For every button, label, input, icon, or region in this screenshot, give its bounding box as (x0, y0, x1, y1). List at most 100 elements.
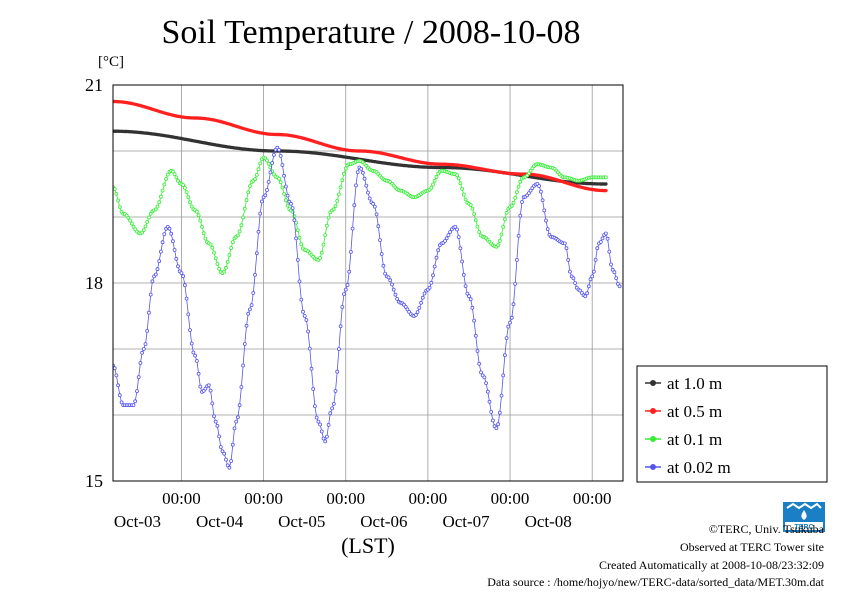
data-point (141, 228, 146, 233)
data-point (323, 439, 328, 444)
data-point (224, 265, 228, 270)
data-point (133, 399, 138, 404)
data-point (131, 403, 136, 408)
data-point (321, 242, 326, 247)
data-point (455, 173, 459, 178)
data-point (604, 231, 608, 236)
data-point (501, 224, 506, 229)
data-point (153, 272, 158, 277)
data-point (485, 389, 490, 394)
data-point (176, 264, 180, 269)
data-point (222, 269, 227, 274)
data-point (196, 371, 201, 376)
data-point (129, 221, 134, 226)
data-point (585, 291, 589, 296)
data-point (463, 197, 468, 202)
data-point (343, 287, 348, 292)
data-point (326, 215, 331, 220)
data-point (160, 240, 165, 245)
data-point (150, 279, 155, 284)
data-point (360, 170, 365, 175)
data-point (328, 411, 333, 416)
data-point (496, 422, 501, 427)
data-point (265, 188, 269, 192)
data-point (162, 182, 167, 187)
data-point (540, 198, 545, 203)
x-tick-time: 00:00 (162, 489, 201, 508)
data-point (342, 292, 346, 297)
series-at-0-02-m (113, 145, 622, 470)
data-point (249, 303, 254, 308)
data-point (617, 284, 622, 289)
data-point (234, 419, 239, 424)
data-point (508, 320, 512, 325)
data-point (258, 161, 263, 166)
data-point (509, 204, 514, 208)
data-point (242, 206, 247, 211)
data-point (265, 158, 269, 163)
data-point (135, 389, 139, 394)
data-point (155, 267, 160, 272)
y-tick-label: 18 (85, 273, 103, 293)
data-point (148, 292, 153, 297)
data-point (312, 404, 317, 409)
plot-frame (112, 84, 624, 482)
data-point (499, 232, 504, 237)
data-point (571, 276, 576, 281)
series-at-0-5-m (113, 99, 608, 193)
data-point (515, 257, 519, 262)
data-point (141, 347, 146, 351)
data-point (583, 294, 588, 299)
legend-label: at 1.0 m (667, 374, 722, 393)
x-tick-time: 00:00 (491, 489, 530, 508)
data-point (280, 185, 285, 190)
data-point (436, 248, 441, 253)
data-point (586, 284, 591, 289)
data-point (604, 175, 608, 180)
data-point (324, 434, 329, 439)
data-point (218, 445, 223, 449)
data-point (263, 193, 268, 198)
data-point (179, 271, 184, 276)
data-point (290, 206, 295, 211)
data-point (266, 179, 271, 184)
data-point (479, 370, 483, 375)
data-point (431, 273, 435, 278)
data-point (342, 171, 346, 176)
data-point (333, 389, 338, 393)
data-point (119, 400, 124, 405)
data-point (364, 183, 369, 188)
data-point (431, 182, 435, 187)
data-point (422, 291, 427, 296)
data-point (289, 201, 293, 206)
data-point (427, 285, 432, 290)
data-point (113, 187, 117, 191)
data-point (318, 422, 323, 427)
data-point (258, 211, 263, 216)
data-point (302, 314, 307, 318)
data-point (114, 373, 119, 378)
data-point (198, 384, 203, 389)
data-point (237, 403, 242, 408)
data-point (473, 333, 478, 338)
data-point (215, 423, 220, 428)
data-point (213, 256, 218, 261)
data-point (193, 353, 198, 358)
data-point (386, 275, 391, 280)
data-point (208, 388, 213, 393)
y-axis-unit: [°C] (98, 54, 124, 70)
data-point (271, 152, 276, 157)
data-point (367, 196, 372, 201)
data-point (157, 259, 162, 264)
data-point (321, 436, 326, 441)
data-point (443, 239, 447, 243)
data-point (160, 188, 165, 193)
data-point (453, 224, 458, 229)
data-point (516, 184, 521, 189)
data-point (295, 228, 300, 233)
legend-label: at 0.1 m (667, 430, 722, 449)
footer-created: Created Automatically at 2008-10-08/23:3… (599, 558, 824, 572)
data-point (217, 434, 222, 439)
data-point (472, 318, 477, 323)
data-point (393, 292, 398, 297)
